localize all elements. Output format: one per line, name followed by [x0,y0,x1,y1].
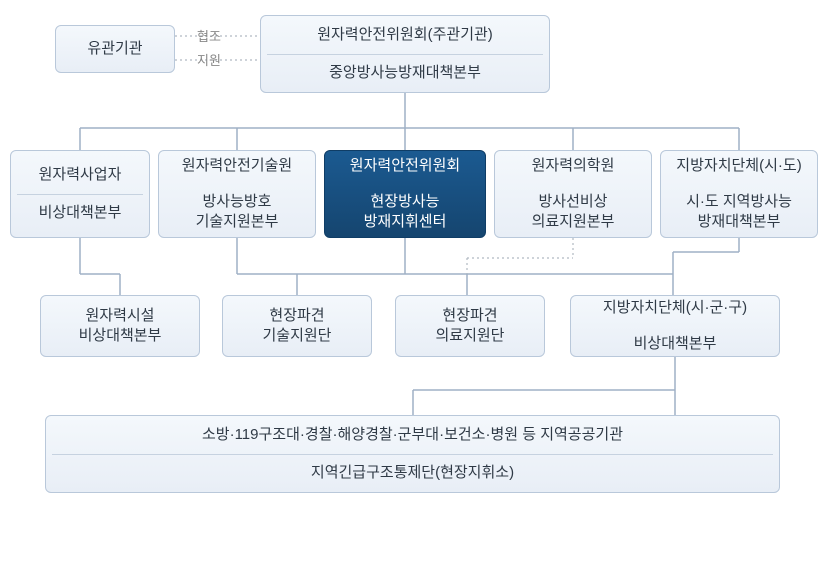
node-top: 원자력안전위원회(주관기관) 중앙방사능방재대책본부 [260,15,550,93]
edge-label-support: 지원 [197,50,221,69]
node-localgov-sido-line2: 시·도 지역방사능 방재대책본부 [661,184,817,241]
node-field-tech-label: 현장파견 기술지원단 [223,298,371,355]
node-kirams: 원자력의학원 방사선비상 의료지원본부 [494,150,652,238]
node-facility-hq: 원자력시설 비상대책본부 [40,295,200,357]
node-localgov-sido-line1: 지방자치단체(시·도) [661,148,817,184]
node-kins: 원자력안전기술원 방사능방호 기술지원본부 [158,150,316,238]
node-nssc-line1: 원자력안전위원회 [325,148,485,184]
node-kins-line1: 원자력안전기술원 [159,148,315,184]
node-bottom: 소방·119구조대·경찰·해양경찰·군부대·보건소·병원 등 지역공공기관 지역… [45,415,780,493]
node-top-line2: 중앙방사능방재대책본부 [261,55,549,91]
node-localgov-sido: 지방자치단체(시·도) 시·도 지역방사능 방재대책본부 [660,150,818,238]
node-field-medical: 현장파견 의료지원단 [395,295,545,357]
node-kirams-line2: 방사선비상 의료지원본부 [495,184,651,241]
node-kirams-line1: 원자력의학원 [495,148,651,184]
node-field-tech: 현장파견 기술지원단 [222,295,372,357]
node-operator-line2: 비상대책본부 [11,195,149,231]
node-affiliate: 유관기관 [55,25,175,73]
node-field-medical-label: 현장파견 의료지원단 [396,298,544,355]
node-top-line1: 원자력안전위원회(주관기관) [261,17,549,53]
node-localgov-sgg-line2: 비상대책본부 [571,326,779,362]
node-bottom-line1: 소방·119구조대·경찰·해양경찰·군부대·보건소·병원 등 지역공공기관 [46,417,779,453]
node-localgov-sgg: 지방자치단체(시·군·구) 비상대책본부 [570,295,780,357]
node-facility-hq-label: 원자력시설 비상대책본부 [41,298,199,355]
node-operator: 원자력사업자 비상대책본부 [10,150,150,238]
node-operator-line1: 원자력사업자 [11,157,149,193]
node-affiliate-label: 유관기관 [56,31,174,67]
node-nssc-line2: 현장방사능 방재지휘센터 [325,184,485,241]
node-localgov-sgg-line1: 지방자치단체(시·군·구) [571,290,779,326]
node-nssc-accent: 원자력안전위원회 현장방사능 방재지휘센터 [324,150,486,238]
node-kins-line2: 방사능방호 기술지원본부 [159,184,315,241]
edge-label-coop: 협조 [197,26,221,45]
node-bottom-line2: 지역긴급구조통제단(현장지휘소) [46,455,779,491]
